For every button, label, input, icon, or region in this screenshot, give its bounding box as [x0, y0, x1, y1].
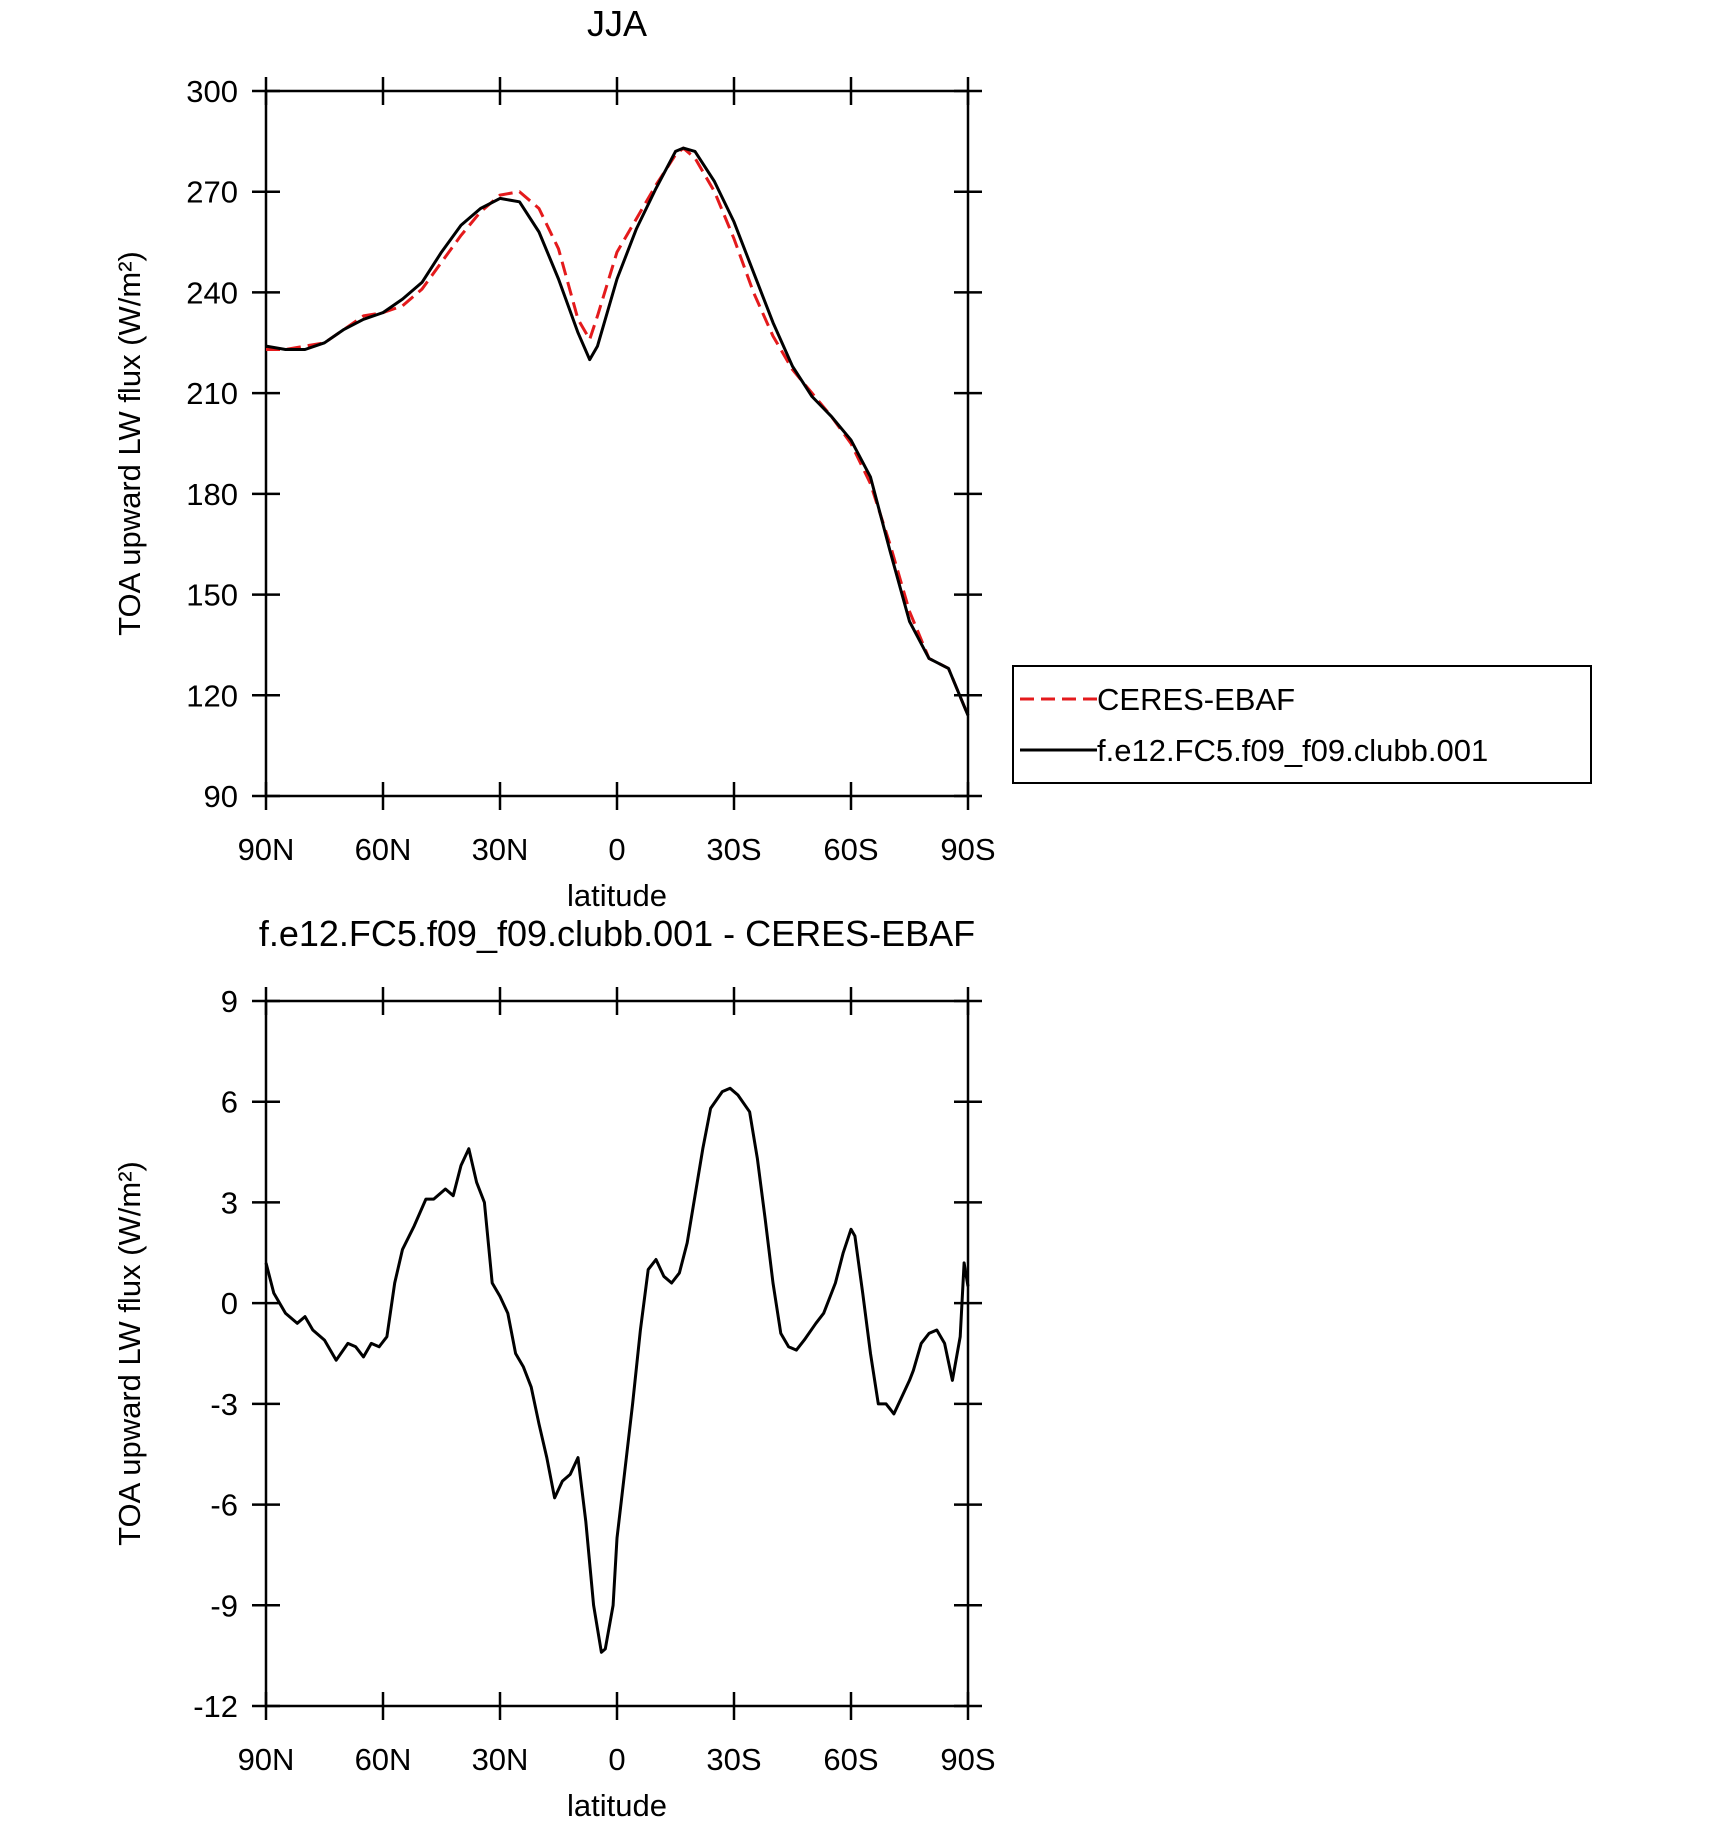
data-line: [264, 1086, 970, 1654]
x-tick-label: 60N: [355, 1742, 412, 1777]
x-tick-label: 0: [608, 1742, 625, 1777]
x-tick-label: 60S: [823, 1742, 878, 1777]
y-tick-label: 150: [186, 578, 238, 613]
y-tick-label: 120: [186, 678, 238, 713]
y-tick-label: -6: [210, 1488, 238, 1523]
y-tick-label: 210: [186, 376, 238, 411]
x-tick-label: 30N: [472, 1742, 529, 1777]
x-tick-label: 30S: [706, 1742, 761, 1777]
y-tick-label: 270: [186, 175, 238, 210]
data-line: [266, 146, 970, 716]
y-tick-label: -12: [193, 1689, 238, 1724]
x-tick-label: 30N: [472, 832, 529, 867]
chart-title: JJA: [587, 3, 647, 44]
x-tick-label: 60N: [355, 832, 412, 867]
y-tick-label: 180: [186, 477, 238, 512]
y-tick-label: 90: [204, 779, 238, 814]
y-tick-label: 6: [221, 1085, 238, 1120]
y-tick-label: -9: [210, 1588, 238, 1623]
x-axis-label: latitude: [567, 1788, 667, 1823]
y-tick-label: 300: [186, 74, 238, 109]
chart-title: f.e12.FC5.f09_f09.clubb.001 - CERES-EBAF: [259, 913, 975, 954]
x-tick-label: 90S: [940, 1742, 995, 1777]
y-tick-label: -3: [210, 1387, 238, 1422]
legend-label: CERES-EBAF: [1097, 682, 1295, 717]
plot-frame: [264, 999, 970, 1708]
legend-box: [1012, 665, 1592, 784]
x-tick-label: 90N: [238, 832, 295, 867]
y-tick-label: 0: [221, 1286, 238, 1321]
data-line: [265, 146, 970, 716]
plot-frame: [264, 89, 970, 798]
y-axis-label: TOA upward LW flux (W/m²): [112, 1161, 147, 1546]
x-tick-label: 60S: [823, 832, 878, 867]
x-tick-label: 30S: [706, 832, 761, 867]
x-axis-label: latitude: [567, 878, 667, 913]
y-axis-label: TOA upward LW flux (W/m²): [112, 251, 147, 636]
y-tick-label: 3: [221, 1185, 238, 1220]
y-tick-label: 240: [186, 275, 238, 310]
x-tick-label: 90S: [940, 832, 995, 867]
x-tick-label: 0: [608, 832, 625, 867]
x-tick-label: 90N: [238, 1742, 295, 1777]
y-tick-label: 9: [221, 984, 238, 1019]
legend-label: f.e12.FC5.f09_f09.clubb.001: [1097, 733, 1488, 768]
